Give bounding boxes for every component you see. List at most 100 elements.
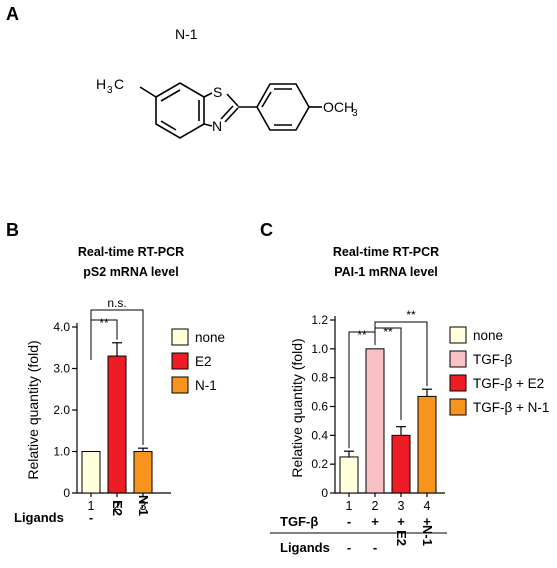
chart-b-title: Real-time RT-PCR	[78, 245, 184, 259]
bar-4	[417, 395, 437, 494]
condition-value: -	[347, 540, 351, 555]
chart-c-conditions: TGF-β - + + + Ligands - - E2 N-1	[270, 514, 447, 555]
methoxy-group: OCH	[323, 99, 354, 115]
bar-1	[81, 451, 101, 494]
double-bond	[160, 120, 177, 131]
double-bond	[160, 89, 181, 102]
condition-value: +	[371, 514, 379, 529]
chart-b: Real-time RT-PCR pS2 mRNA level Relative…	[14, 245, 225, 525]
chart-b-legend: none E2 N-1	[171, 328, 225, 394]
x-tick-label: 1	[346, 499, 353, 513]
bar-3	[391, 434, 411, 494]
legend-label: N-1	[195, 378, 217, 393]
significance-label: **	[406, 308, 416, 322]
double-bond	[261, 91, 272, 108]
bond-methyl	[139, 86, 157, 98]
y-tick-label: 0.2	[311, 457, 328, 471]
x-tick-label: 4	[424, 499, 431, 513]
chart-b-conditions: Ligands - E2 N-1	[14, 495, 151, 525]
chemical-structure	[139, 82, 322, 139]
y-tick-label: 3.0	[53, 362, 70, 376]
significance-label: **	[383, 325, 393, 339]
chart-c-legend: none TGF-β TGF-β + E2 TGF-β + N-1	[449, 326, 549, 416]
chart-c-plot: 0 0.2 0.4 0.6 0.8 1.0 1.2 1 2 3 4 ** ** **	[311, 308, 445, 513]
chart-c-ylabel: Relative quantity (fold)	[289, 338, 305, 477]
benzene-ring-2	[256, 83, 310, 131]
condition-label: Ligands	[14, 510, 64, 525]
significance-label: **	[357, 328, 367, 342]
x-tick-label: 1	[88, 499, 95, 513]
legend-label: E2	[195, 354, 212, 369]
nitrogen-atom: N	[212, 118, 222, 134]
sulfur-atom: S	[213, 84, 222, 100]
legend-swatch	[449, 374, 467, 392]
legend-swatch	[449, 398, 467, 416]
condition-label: TGF-β	[280, 514, 318, 529]
bar-3	[133, 451, 153, 494]
compound-name: N-1	[175, 26, 198, 42]
significance-label: **	[99, 316, 109, 330]
legend-label: none	[195, 330, 225, 345]
panel-letter-a: A	[6, 4, 19, 24]
significance-label: n.s.	[107, 296, 126, 310]
legend-swatch	[449, 326, 467, 344]
condition-value: E2	[110, 500, 125, 516]
bar-2	[365, 348, 385, 494]
bar-2	[107, 355, 127, 494]
chart-b-plot: 0 1.0 2.0 3.0 4.0 1 2 3 ** n.s.	[53, 296, 171, 513]
significance-bracket	[374, 321, 428, 387]
chart-b-ylabel: Relative quantity (fold)	[25, 340, 41, 479]
condition-value: -	[373, 540, 377, 555]
methyl-sub: 3	[107, 85, 113, 96]
condition-value: N-1	[420, 525, 435, 546]
condition-value: N-1	[136, 495, 151, 516]
bond-n2	[224, 107, 239, 123]
legend-swatch	[449, 350, 467, 368]
structure-atom-labels: H 3 C S N OCH 3	[96, 76, 358, 134]
panel-letter-c: C	[260, 220, 273, 240]
methyl-h: H	[96, 76, 106, 92]
bond-n	[203, 123, 213, 127]
y-tick-label: 1.2	[311, 313, 328, 327]
legend-label: TGF-β + N-1	[473, 400, 549, 415]
condition-label: Ligands	[280, 540, 330, 555]
condition-value: +	[423, 514, 431, 529]
bond-n2-double	[220, 105, 234, 120]
legend-label: TGF-β + E2	[473, 376, 544, 391]
methoxy-sub: 3	[352, 108, 358, 119]
legend-swatch	[171, 376, 189, 394]
condition-value: E2	[394, 530, 409, 546]
y-tick-label: 4.0	[53, 320, 70, 334]
y-tick-label: 0	[63, 486, 70, 500]
panel-letter-b: B	[6, 220, 19, 240]
condition-value: +	[397, 514, 405, 529]
x-tick-label: 3	[140, 499, 147, 513]
legend-label: none	[473, 328, 503, 343]
y-tick-label: 0	[321, 486, 328, 500]
chart-c: Real-time RT-PCR PAI-1 mRNA level Relati…	[270, 245, 549, 555]
significance-bracket	[90, 309, 144, 445]
methyl-c: C	[114, 76, 124, 92]
condition-value: -	[89, 510, 93, 525]
benzene-ring-1	[155, 82, 205, 139]
bond-s2	[226, 93, 239, 107]
y-tick-label: 1.0	[53, 445, 70, 459]
legend-swatch	[171, 328, 189, 346]
y-tick-label: 0.4	[311, 428, 328, 442]
bar-1	[339, 456, 359, 494]
chart-c-title: Real-time RT-PCR	[333, 245, 439, 259]
x-tick-label: 2	[372, 499, 379, 513]
x-tick-label: 3	[398, 499, 405, 513]
legend-label: TGF-β	[473, 352, 512, 367]
y-tick-label: 0.6	[311, 400, 328, 414]
legend-swatch	[171, 352, 189, 370]
y-tick-label: 0.8	[311, 371, 328, 385]
y-tick-label: 1.0	[311, 342, 328, 356]
bond-s	[203, 92, 213, 98]
chart-c-subtitle: PAI-1 mRNA level	[334, 265, 438, 279]
y-tick-label: 2.0	[53, 403, 70, 417]
x-tick-label: 2	[114, 499, 121, 513]
chart-b-subtitle: pS2 mRNA level	[83, 265, 178, 279]
condition-value: -	[347, 514, 351, 529]
